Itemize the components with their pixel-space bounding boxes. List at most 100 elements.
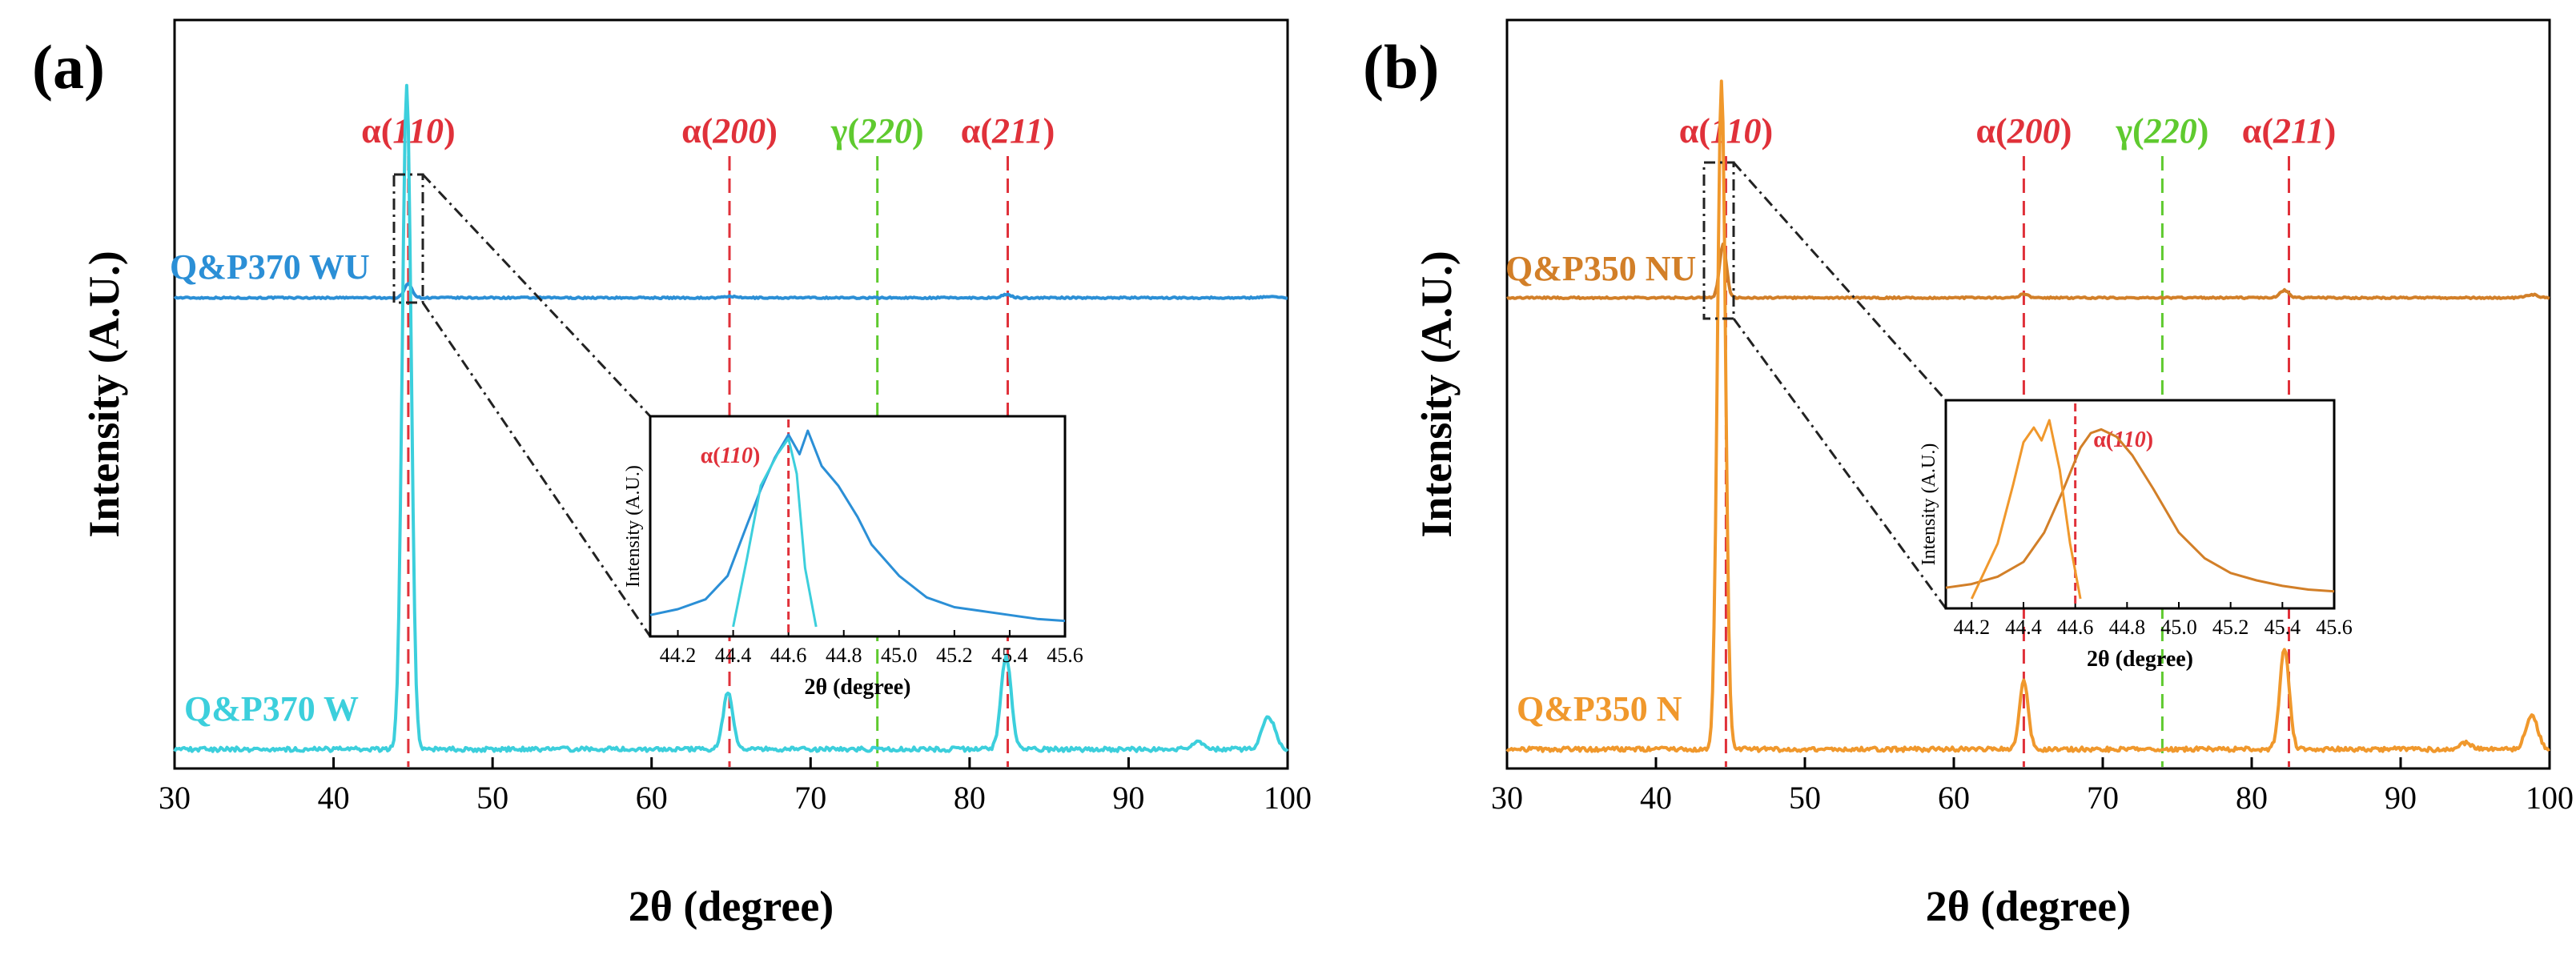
reflection-label-110-greek: α(	[1679, 111, 1710, 150]
pattern-line	[1505, 79, 2550, 753]
inset-x-axis-label: 2θ (degree)	[2087, 647, 2193, 672]
inset-frame	[1944, 399, 2336, 610]
reflection-label-110: α(110)	[1679, 111, 1773, 150]
reflection-label-211: α(211)	[2242, 111, 2336, 150]
inset-x-tick-label: 44.2	[660, 644, 697, 667]
panel-a: (a) 30 40 50 60 70 80 90 100 2θ (degree) Intensity…	[32, 18, 1312, 930]
reflection-label-200-close: )	[766, 111, 778, 150]
x-tick-label: 70	[794, 780, 826, 816]
series-label: Q&P370 WU	[170, 247, 370, 287]
reflection-label-220-greek: γ(	[2115, 111, 2144, 150]
pattern-line	[1506, 243, 2550, 300]
inset-marker-label: α(110)	[701, 443, 761, 468]
reflection-label-200-hkl: 200	[2007, 111, 2060, 150]
x-tick-label: 90	[2385, 780, 2417, 816]
inset: 44.2 44.4 44.6 44.8 45.0 45.2 45.4 45.6 2θ (degr…	[1919, 399, 2353, 672]
inset-x-tick-label: 45.6	[2316, 616, 2353, 639]
reflection-label-211-hkl: 211	[2273, 111, 2325, 150]
inset-x-tick-label: 45.4	[2265, 616, 2301, 639]
reflection-label-110-hkl: 110	[1710, 111, 1762, 150]
reflection-label-220-greek: γ(	[830, 111, 859, 150]
x-axis-label: 2θ (degree)	[1926, 882, 2132, 930]
inset-marker-label-greek: α(	[701, 443, 721, 468]
inset-x-axis-label: 2θ (degree)	[804, 675, 910, 700]
inset-y-axis-label: Intensity (A.U.)	[1919, 443, 1939, 566]
callout-line	[1732, 318, 1947, 609]
reflection-label-220: γ(220)	[830, 111, 924, 150]
callout-line	[421, 302, 652, 637]
reflection-label-220-hkl: 220	[2144, 111, 2197, 150]
plot-frame	[1505, 18, 2551, 770]
inset-x-tick-label: 44.4	[715, 644, 752, 667]
panel-label: (b)	[1363, 32, 1439, 102]
reflection-label-200-hkl: 200	[712, 111, 766, 150]
panel-label: (a)	[32, 32, 105, 102]
inset-x-tick-label: 45.2	[936, 644, 973, 667]
inset-x-tick-label: 44.6	[770, 644, 807, 667]
reflection-label-220: γ(220)	[2115, 111, 2208, 150]
reflection-label-200: α(200)	[1975, 111, 2072, 150]
inset-pattern-line	[1945, 427, 2335, 593]
reflection-label-110-greek: α(	[361, 111, 392, 150]
reflection-label-220-close: )	[912, 111, 924, 150]
inset-x-tick-label: 44.8	[2109, 616, 2146, 639]
pattern-line	[173, 83, 1289, 753]
inset-marker-label-close: )	[2146, 427, 2153, 452]
series-label: Q&P350 NU	[1505, 249, 1696, 288]
x-tick-label: 50	[476, 780, 508, 816]
y-axis-label: Intensity (A.U.)	[80, 251, 128, 538]
panel-b: (b) 30 40 50 60 70 80 90 100 2θ (degree) Intensity…	[1363, 18, 2574, 930]
reflection-label-211-greek: α(	[961, 111, 992, 150]
x-tick-label: 60	[636, 780, 668, 816]
inset-x-tick-label: 44.6	[2057, 616, 2094, 639]
x-tick-label: 70	[2087, 780, 2119, 816]
inset-y-axis-label: Intensity (A.U.)	[623, 465, 644, 588]
inset-x-tick-label: 45.0	[881, 644, 918, 667]
series-label: Q&P350 N	[1517, 689, 1682, 728]
x-tick-label: 30	[159, 780, 191, 816]
inset-x-tick-label: 45.0	[2160, 616, 2197, 639]
x-tick-label: 90	[1112, 780, 1144, 816]
reflection-label-110-hkl: 110	[392, 111, 444, 150]
reflection-label-211-hkl: 211	[991, 111, 1043, 150]
reflection-label-220-close: )	[2197, 111, 2209, 150]
inset-x-tick-label: 45.2	[2212, 616, 2249, 639]
inset-marker-label-close: )	[753, 443, 760, 468]
reflection-label-200-greek: α(	[1975, 111, 2007, 150]
inset-x-tick-label: 45.6	[1047, 644, 1083, 667]
callout-line	[421, 173, 652, 418]
inset: 44.2 44.4 44.6 44.8 45.0 45.2 45.4 45.6 2θ (degr…	[623, 415, 1083, 700]
reflection-label-211: α(211)	[961, 111, 1055, 150]
inset-x-tick-label: 44.4	[2005, 616, 2042, 639]
inset-frame	[649, 415, 1067, 638]
x-tick-label: 40	[318, 780, 350, 816]
x-tick-label: 40	[1640, 780, 1672, 816]
inset-x-tick-label: 44.2	[1954, 616, 1991, 639]
reflection-label-200-greek: α(	[681, 111, 713, 150]
x-tick-label: 50	[1789, 780, 1821, 816]
reflection-label-200-close: )	[2060, 111, 2072, 150]
x-tick-label: 80	[954, 780, 986, 816]
inset-marker-label-hkl: 110	[721, 443, 753, 468]
x-axis-label: 2θ (degree)	[629, 882, 834, 930]
inset-pattern-line	[732, 437, 818, 628]
zoom-box	[392, 173, 424, 304]
inset-pattern-line	[1970, 419, 2082, 600]
y-axis-label: Intensity (A.U.)	[1413, 251, 1461, 538]
inset-x-tick-label: 44.8	[826, 644, 862, 667]
inset-pattern-line	[649, 429, 1066, 623]
reflection-label-211-close: )	[2325, 111, 2337, 150]
x-tick-label: 60	[1938, 780, 1970, 816]
reflection-label-220-hkl: 220	[858, 111, 912, 150]
series-label: Q&P370 W	[184, 689, 359, 728]
inset-x-tick-label: 45.4	[991, 644, 1028, 667]
x-tick-label: 100	[2526, 780, 2574, 816]
callout-line	[1732, 162, 1947, 401]
reflection-label-110: α(110)	[361, 111, 455, 150]
x-tick-label: 80	[2236, 780, 2268, 816]
reflection-label-110-close: )	[444, 111, 456, 150]
x-tick-label: 30	[1491, 780, 1523, 816]
plot-frame	[173, 18, 1289, 770]
x-tick-label: 100	[1264, 780, 1312, 816]
